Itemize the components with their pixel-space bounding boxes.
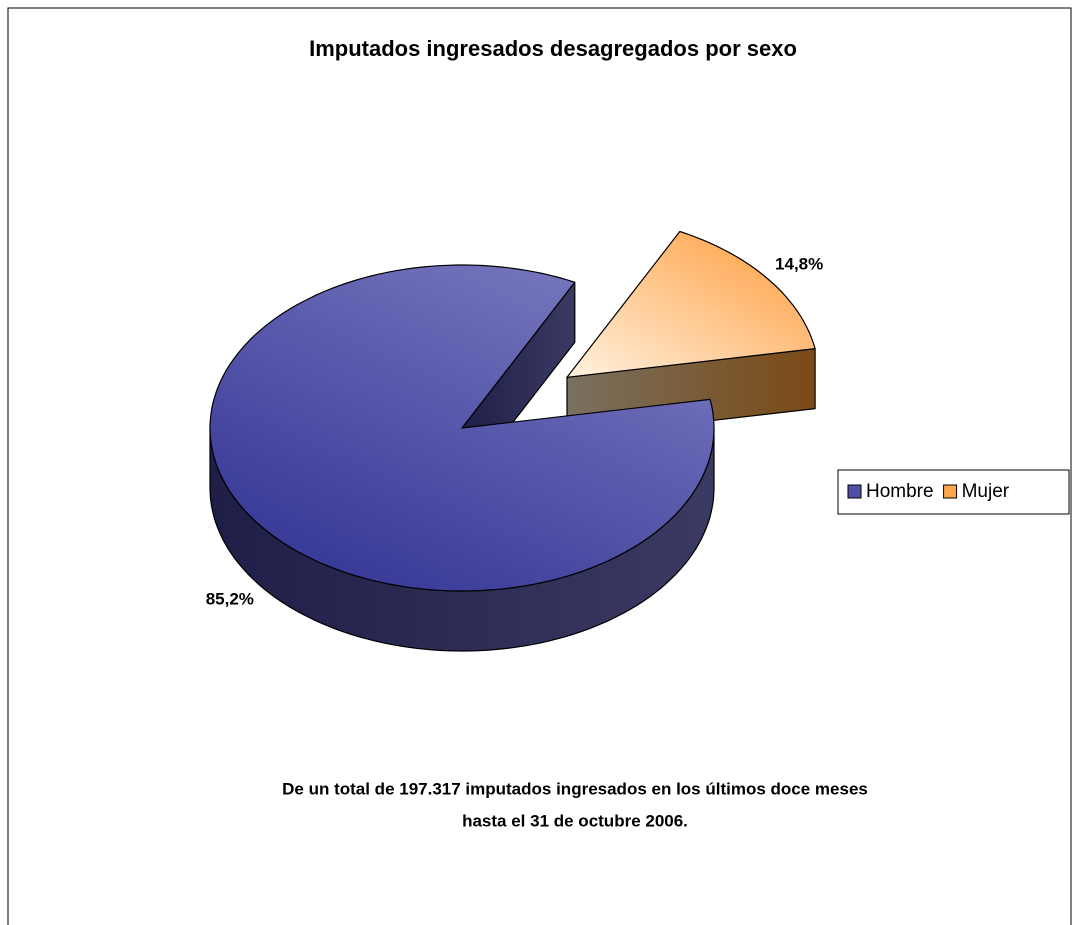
legend-swatch <box>847 484 862 499</box>
slice <box>209 264 715 592</box>
slice <box>566 230 816 378</box>
data-label: 85,2% <box>206 590 254 609</box>
legend-label: Mujer <box>962 481 1010 502</box>
annotation: De un total de 197.317 imputados ingresa… <box>282 779 868 798</box>
legend-swatch <box>943 484 958 499</box>
data-label: 14,8% <box>775 255 823 274</box>
legend-label: Hombre <box>866 481 934 502</box>
frame <box>7 7 1072 925</box>
annotation: hasta el 31 de octubre 2006. <box>462 811 688 830</box>
chart-title: Imputados ingresados desagregados por se… <box>309 36 797 61</box>
